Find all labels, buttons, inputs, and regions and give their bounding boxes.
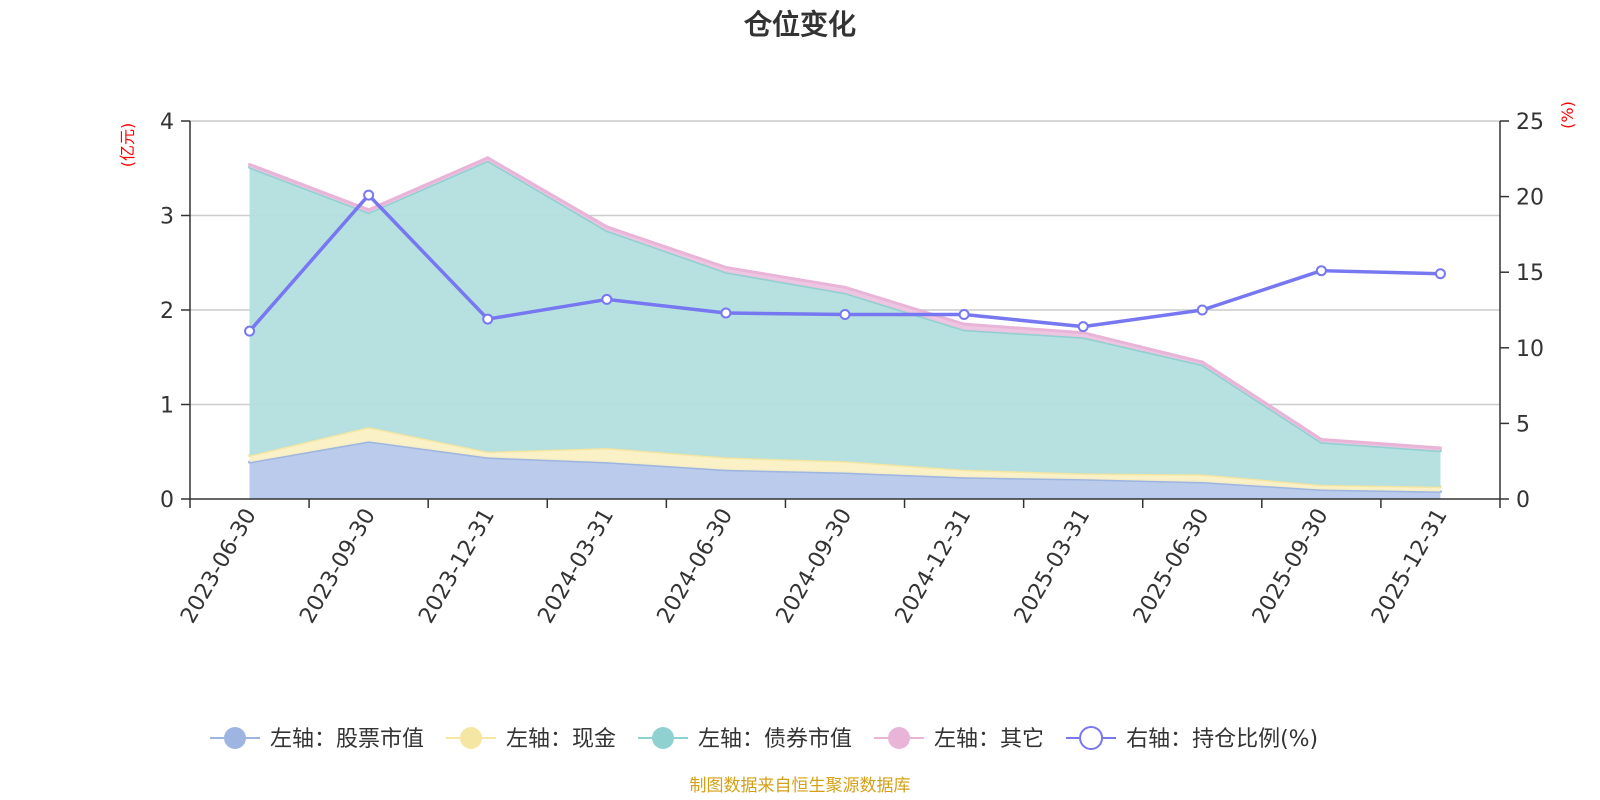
right-axis-tick-label: 5 — [1516, 412, 1530, 437]
x-axis-tick-label: 2024-12-31 — [891, 504, 977, 627]
area-point-左轴：其它 — [962, 322, 966, 326]
area-point-左轴：其它 — [1438, 446, 1442, 450]
legend-item[interactable]: 左轴：其它 — [874, 727, 1044, 752]
legend-label: 左轴：股票市值 — [270, 727, 424, 752]
legend-label: 左轴：其它 — [934, 727, 1044, 752]
right-axis-tick-label: 0 — [1516, 488, 1530, 513]
legend-item[interactable]: 左轴：股票市值 — [210, 727, 424, 752]
stacked-areas — [248, 156, 1442, 499]
ratio-point — [244, 325, 256, 337]
area-point-左轴：其它 — [724, 265, 728, 269]
legend-item[interactable]: 左轴：现金 — [446, 727, 616, 752]
x-axis-tick-label: 2025-12-31 — [1367, 505, 1453, 628]
right-axis-unit: (%) — [1558, 101, 1577, 129]
legend-label: 左轴：债券市值 — [698, 727, 852, 752]
legend-item[interactable]: 右轴：持仓比例(%) — [1066, 726, 1318, 752]
area-point-左轴：其它 — [486, 156, 490, 160]
area-point-左轴：其它 — [367, 208, 371, 212]
left-axis-tick-label: 3 — [160, 205, 174, 230]
area-point-左轴：其它 — [605, 225, 609, 229]
area-point-左轴：其它 — [1319, 437, 1323, 441]
right-axis-tick-label: 10 — [1516, 337, 1544, 362]
ratio-point — [482, 313, 494, 325]
x-axis-tick-label: 2024-03-31 — [533, 505, 619, 628]
ratio-point — [1077, 321, 1089, 333]
legend-marker — [460, 727, 483, 749]
source-note: 制图数据来自恒生聚源数据库 — [690, 776, 911, 796]
chart-title: 仓位变化 — [744, 8, 856, 41]
ratio-point — [839, 309, 851, 321]
left-axis-tick-label: 2 — [160, 299, 174, 324]
area-point-左轴：其它 — [248, 162, 252, 166]
ratio-line — [244, 189, 1446, 337]
ratio-point — [958, 309, 970, 321]
area-左轴：债券市值 — [249, 160, 1441, 487]
legend-label: 左轴：现金 — [506, 727, 616, 752]
ratio-point — [601, 293, 613, 305]
legend-marker — [652, 727, 675, 749]
ratio-point — [1434, 268, 1446, 280]
ratio-point — [720, 307, 732, 319]
area-point-左轴：其它 — [1200, 360, 1204, 364]
ratio-point — [363, 189, 375, 201]
right-axis-tick-label: 25 — [1516, 110, 1544, 135]
right-axis-tick-label: 20 — [1516, 186, 1544, 211]
x-axis-tick-label: 2024-09-30 — [772, 505, 858, 628]
x-axis-tick-label: 2024-06-30 — [653, 505, 739, 628]
left-axis-tick-label: 4 — [160, 110, 174, 135]
x-axis-tick-label: 2023-09-30 — [295, 505, 381, 628]
legend-marker — [224, 727, 246, 749]
legend-marker — [1079, 726, 1104, 750]
area-point-左轴：其它 — [843, 285, 847, 289]
x-axis-tick-label: 2025-09-30 — [1248, 505, 1334, 628]
legend: 左轴：股票市值 左轴：现金 左轴：债券市值 左轴：其它 右轴：持仓比例(%) — [210, 726, 1318, 752]
left-axis-tick-label: 0 — [160, 488, 174, 513]
left-axis-tick-label: 1 — [160, 394, 174, 419]
ratio-point — [1196, 304, 1208, 316]
area-左轴：股票市值 — [249, 441, 1441, 499]
x-axis-tick-label: 2025-03-31 — [1010, 505, 1096, 628]
left-axis-unit: (亿元) — [118, 123, 137, 168]
x-axis-tick-label: 2025-06-30 — [1129, 505, 1215, 628]
right-axis-tick-label: 15 — [1516, 261, 1544, 286]
legend-marker — [888, 727, 911, 749]
legend-label: 右轴：持仓比例(%) — [1126, 727, 1318, 752]
x-axis-tick-label: 2023-12-31 — [414, 505, 500, 628]
legend-item[interactable]: 左轴：债券市值 — [638, 727, 852, 752]
ratio-point — [1315, 265, 1327, 277]
x-axis-tick-label: 2023-06-30 — [176, 505, 262, 628]
